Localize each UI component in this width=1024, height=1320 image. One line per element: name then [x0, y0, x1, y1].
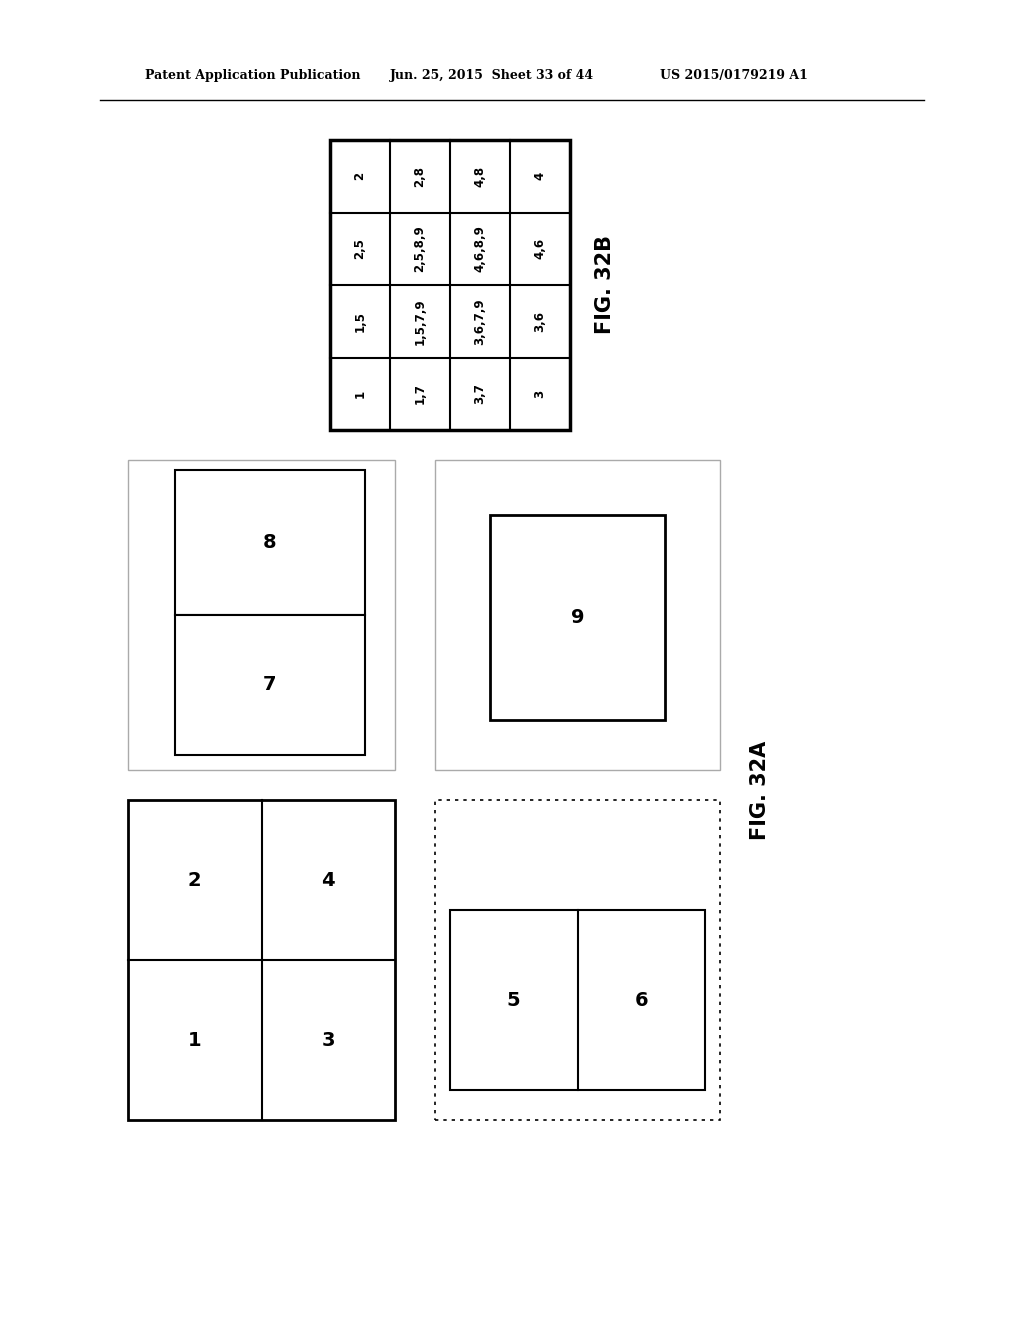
- Text: 9: 9: [570, 609, 585, 627]
- Text: 2,5: 2,5: [353, 238, 367, 259]
- Text: 4: 4: [322, 870, 335, 890]
- Text: 4: 4: [534, 172, 547, 181]
- Text: 8: 8: [263, 533, 276, 552]
- Text: 1,5: 1,5: [353, 310, 367, 331]
- Text: 1: 1: [353, 389, 367, 397]
- Text: FIG. 32B: FIG. 32B: [595, 235, 615, 334]
- Text: Jun. 25, 2015  Sheet 33 of 44: Jun. 25, 2015 Sheet 33 of 44: [390, 69, 594, 82]
- Text: 3: 3: [534, 389, 547, 397]
- Text: 3,7: 3,7: [473, 383, 486, 404]
- Bar: [435, 459, 720, 770]
- Text: 2,8: 2,8: [414, 166, 427, 186]
- Text: 4,6: 4,6: [534, 238, 547, 259]
- Bar: [128, 800, 395, 1119]
- Bar: [490, 515, 665, 719]
- Bar: [330, 140, 570, 430]
- Text: 3,6: 3,6: [534, 310, 547, 331]
- Text: 2: 2: [353, 172, 367, 181]
- Text: Patent Application Publication: Patent Application Publication: [145, 69, 360, 82]
- Text: 5: 5: [507, 990, 520, 1010]
- Text: FIG. 32A: FIG. 32A: [750, 741, 770, 840]
- Text: 4,6,8,9: 4,6,8,9: [473, 226, 486, 272]
- Text: 2: 2: [188, 870, 202, 890]
- Text: 6: 6: [635, 990, 648, 1010]
- Text: 1,7: 1,7: [414, 383, 427, 404]
- Bar: [450, 909, 705, 1090]
- Text: US 2015/0179219 A1: US 2015/0179219 A1: [660, 69, 808, 82]
- Text: 4,8: 4,8: [473, 166, 486, 187]
- Text: 7: 7: [263, 676, 276, 694]
- Text: 3,6,7,9: 3,6,7,9: [473, 298, 486, 345]
- Text: 3: 3: [322, 1031, 335, 1049]
- Bar: [175, 470, 365, 615]
- Text: 1: 1: [188, 1031, 202, 1049]
- Bar: [128, 459, 395, 770]
- Text: 2,5,8,9: 2,5,8,9: [414, 226, 427, 272]
- Text: 1,5,7,9: 1,5,7,9: [414, 298, 427, 345]
- Bar: [175, 615, 365, 755]
- Bar: [435, 800, 720, 1119]
